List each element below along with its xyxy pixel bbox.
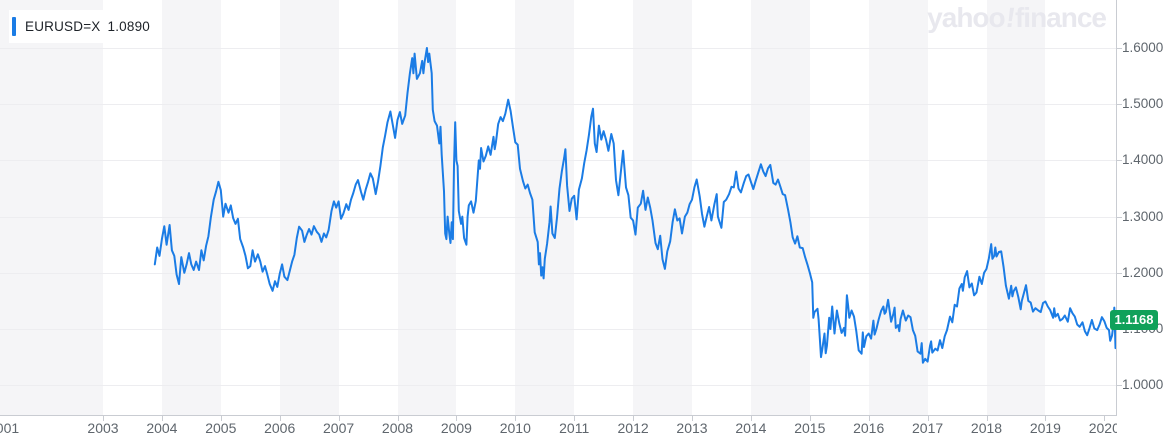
last-price-badge: 1.1168	[1110, 310, 1158, 330]
x-tick	[574, 416, 575, 421]
x-tick	[103, 416, 104, 421]
y-axis-label: 1.5000	[1122, 96, 1164, 111]
x-axis-label: 2014	[735, 420, 767, 436]
year-stripe	[397, 0, 457, 415]
x-axis-label: 2007	[323, 420, 355, 436]
y-tick	[1116, 217, 1122, 218]
year-stripe	[515, 0, 575, 415]
year-stripe	[868, 0, 928, 415]
y-tick	[1116, 273, 1122, 274]
x-tick	[1104, 416, 1105, 421]
gridline	[0, 329, 1116, 330]
symbol-legend: EURUSD=X 1.0890	[9, 10, 159, 43]
x-axis-label: 2015	[794, 420, 826, 436]
x-axis-label: 2017	[912, 420, 944, 436]
x-axis-line	[0, 415, 1117, 416]
y-axis-line	[1116, 0, 1117, 416]
x-tick	[162, 416, 163, 421]
legend-symbol: EURUSD=X	[25, 19, 101, 34]
x-tick	[869, 416, 870, 421]
x-tick	[1045, 416, 1046, 421]
y-axis-label: 1.2000	[1122, 265, 1164, 280]
yahoo-finance-logo: yahoo!finance	[927, 2, 1107, 34]
price-line-path	[153, 47, 1116, 364]
year-stripe	[633, 0, 692, 415]
x-tick	[221, 416, 222, 421]
x-axis-label: 2005	[205, 420, 237, 436]
x-axis-label: 2003	[87, 420, 119, 436]
chart-plot-area[interactable]	[0, 0, 1116, 415]
x-axis-label: 2011	[559, 420, 590, 436]
x-axis-labels: 2001 2003 2004 2005 2006 2007 2008 2009 2010 2011…	[0, 416, 1117, 442]
x-axis-label: 2004	[146, 420, 178, 436]
year-stripe	[986, 0, 1046, 415]
x-axis-label: 2001	[0, 420, 20, 436]
gridline	[0, 273, 1116, 274]
year-stripe	[161, 0, 221, 415]
legend-color-bar	[12, 17, 16, 36]
y-tick	[1116, 104, 1122, 105]
y-axis-label: 1.4000	[1122, 152, 1164, 167]
x-axis-label: 2009	[440, 420, 472, 436]
x-tick	[751, 416, 752, 421]
x-axis-label: 2012	[617, 420, 649, 436]
x-axis-label: 2016	[853, 420, 885, 436]
year-stripe	[279, 0, 339, 415]
gridline	[0, 104, 1116, 105]
x-axis-label: 2018	[970, 420, 1003, 436]
y-axis-label: 1.0000	[1122, 377, 1164, 392]
x-tick	[398, 416, 399, 421]
x-tick	[456, 416, 457, 421]
x-tick	[987, 416, 988, 421]
y-tick	[1116, 385, 1122, 386]
yahoo-logo-text: yahoo	[927, 2, 1005, 33]
x-axis-label: 2010	[499, 420, 531, 436]
gridline	[0, 48, 1116, 49]
x-axis-label: 2019	[1029, 420, 1061, 436]
y-tick	[1116, 160, 1122, 161]
x-axis-label: 2006	[264, 420, 296, 436]
x-tick	[280, 416, 281, 421]
y-axis-label: 1.3000	[1122, 209, 1164, 224]
x-axis-label: 2013	[676, 420, 708, 436]
x-axis-label: 2008	[381, 420, 414, 436]
x-tick	[928, 416, 929, 421]
gridline	[0, 160, 1116, 161]
legend-price: 1.0890	[107, 19, 150, 34]
x-axis-label: 2020	[1088, 420, 1117, 436]
year-stripe	[750, 0, 810, 415]
x-tick	[515, 416, 516, 421]
y-axis-label: 1.6000	[1122, 40, 1164, 55]
finance-logo-text: finance	[1014, 2, 1107, 33]
year-stripe	[0, 0, 103, 415]
x-tick	[692, 416, 693, 421]
x-tick	[633, 416, 634, 421]
gridline	[0, 385, 1116, 386]
price-line	[153, 47, 1116, 364]
x-tick	[339, 416, 340, 421]
x-tick	[810, 416, 811, 421]
y-tick	[1116, 48, 1122, 49]
